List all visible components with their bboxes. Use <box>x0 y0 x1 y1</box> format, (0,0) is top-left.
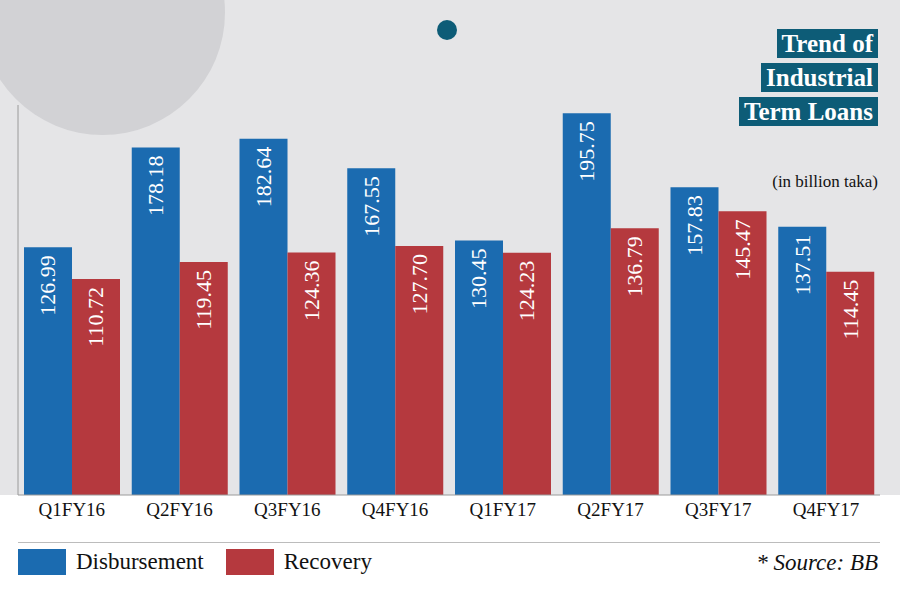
svg-text:167.55: 167.55 <box>359 176 384 237</box>
svg-text:157.83: 157.83 <box>682 195 707 256</box>
svg-text:137.51: 137.51 <box>790 235 815 296</box>
html-text:(in billion taka): (in billion taka) <box>772 172 878 191</box>
svg-text:Q1FY17: Q1FY17 <box>470 499 537 520</box>
svg-text:136.79: 136.79 <box>622 236 647 297</box>
svg-text:Q4FY16: Q4FY16 <box>362 499 429 520</box>
html-text:Disbursement: Disbursement <box>76 549 204 574</box>
svg-text:119.45: 119.45 <box>191 270 216 330</box>
svg-text:114.45: 114.45 <box>838 280 863 340</box>
html-text:* Source: BB: * Source: BB <box>756 550 878 575</box>
svg-text:130.45: 130.45 <box>467 249 492 310</box>
svg-text:124.36: 124.36 <box>299 260 324 321</box>
svg-text:Q2FY16: Q2FY16 <box>146 499 213 520</box>
html-text:Recovery: Recovery <box>283 549 372 574</box>
svg-text:Q3FY17: Q3FY17 <box>685 499 752 520</box>
svg-text:178.18: 178.18 <box>143 156 168 217</box>
html-text:Trend of Industrial Term Loans: Trend of Industrial Term Loans <box>744 30 873 125</box>
svg-text:110.72: 110.72 <box>84 287 109 347</box>
svg-text:126.99: 126.99 <box>36 255 61 316</box>
svg-text:Q2FY17: Q2FY17 <box>577 499 644 520</box>
svg-text:182.64: 182.64 <box>251 147 276 208</box>
svg-text:195.75: 195.75 <box>574 121 599 182</box>
svg-text:Q3FY16: Q3FY16 <box>254 499 321 520</box>
svg-text:127.70: 127.70 <box>407 254 432 314</box>
svg-text:Q1FY16: Q1FY16 <box>39 499 106 520</box>
svg-text:124.23: 124.23 <box>515 261 540 322</box>
svg-text:145.47: 145.47 <box>730 219 755 280</box>
svg-text:Q4FY17: Q4FY17 <box>793 499 860 520</box>
